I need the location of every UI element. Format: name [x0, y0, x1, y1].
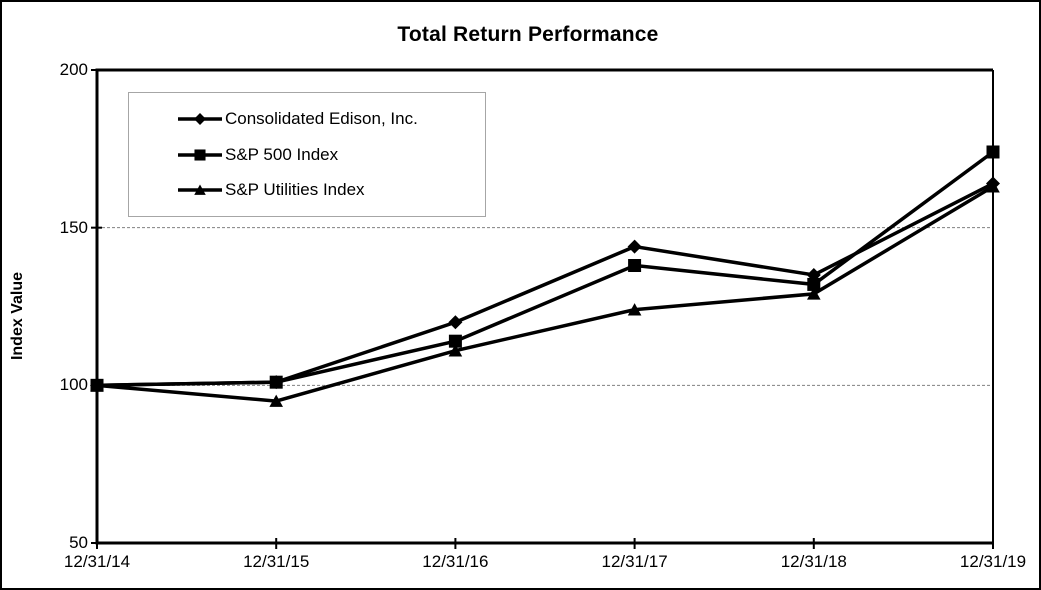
x-tick-label: 12/31/16	[422, 552, 489, 571]
square-marker-icon	[628, 259, 642, 273]
x-tick-label: 12/31/17	[601, 552, 668, 571]
series-line-2	[96, 185, 994, 403]
x-tick-label: 12/31/14	[63, 552, 131, 571]
triangle-marker-icon	[178, 184, 222, 196]
x-tick-label: 12/31/19	[959, 552, 1027, 571]
chart-title: Total Return Performance	[397, 23, 659, 46]
square-marker-icon	[807, 277, 821, 291]
y-tick-label: 200	[59, 60, 88, 79]
legend-label: Consolidated Edison, Inc.	[225, 108, 418, 128]
square-marker-icon	[178, 148, 222, 161]
legend-label: S&P 500 Index	[225, 144, 339, 164]
legend-item-consolidated-edison: Consolidated Edison, Inc.	[178, 109, 485, 129]
triangle-marker-icon	[448, 344, 463, 357]
diamond-marker-icon	[178, 112, 222, 125]
legend: Consolidated Edison, Inc. S&P 500 Index …	[128, 92, 486, 217]
series-line-1	[96, 150, 995, 388]
square-marker-icon	[269, 375, 283, 389]
diamond-marker-icon	[448, 315, 463, 330]
legend-item-sp500: S&P 500 Index	[178, 145, 485, 165]
square-marker-icon	[194, 148, 206, 161]
diamond-marker-icon	[986, 176, 1000, 191]
y-tick-label: 100	[59, 375, 88, 395]
square-marker-icon	[90, 378, 104, 392]
square-marker-icon	[986, 145, 1000, 159]
y-tick-label: 150	[59, 217, 88, 237]
legend-label: S&P Utilities Index	[225, 180, 365, 200]
triangle-marker-icon	[194, 184, 206, 196]
y-axis-title: Index Value	[9, 271, 26, 361]
triangle-marker-icon	[269, 394, 283, 407]
diamond-marker-icon	[627, 239, 642, 254]
legend-item-sp-utilities: S&P Utilities Index	[178, 180, 485, 200]
x-tick-label: 12/31/15	[243, 552, 310, 571]
x-tick-label: 12/31/18	[780, 552, 847, 571]
square-marker-icon	[448, 334, 462, 348]
triangle-marker-icon	[807, 287, 821, 300]
y-tick-label: 50	[69, 533, 88, 552]
diamond-marker-icon	[194, 112, 206, 125]
triangle-marker-icon	[627, 303, 642, 316]
